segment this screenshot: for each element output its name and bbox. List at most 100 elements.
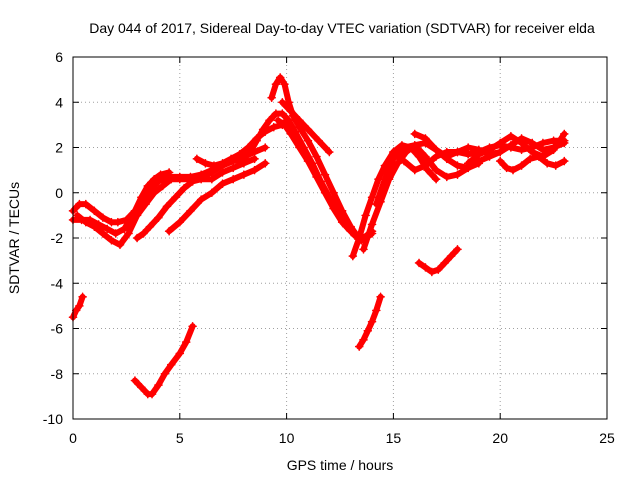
data-point xyxy=(446,251,456,261)
data-point xyxy=(192,154,202,164)
data-point xyxy=(111,229,121,238)
x-tick-label: 20 xyxy=(492,430,508,446)
data-point xyxy=(527,138,537,148)
data-point xyxy=(137,383,146,392)
x-tick-label: 15 xyxy=(386,430,402,446)
data-point xyxy=(337,217,347,227)
data-point xyxy=(502,163,511,173)
data-point xyxy=(303,156,313,166)
data-point xyxy=(320,170,330,179)
data-point xyxy=(218,159,227,168)
data-point xyxy=(329,188,338,198)
data-point xyxy=(154,380,163,390)
y-tick-label: 2 xyxy=(55,140,63,156)
data-point xyxy=(421,152,430,161)
data-point xyxy=(421,161,430,170)
data-point xyxy=(175,174,185,184)
data-point xyxy=(538,145,548,155)
data-point xyxy=(158,181,168,191)
x-tick-label: 0 xyxy=(69,430,77,446)
data-point xyxy=(346,226,355,236)
data-point xyxy=(72,211,82,220)
data-point xyxy=(207,174,217,184)
data-point xyxy=(442,172,452,182)
data-point xyxy=(549,136,558,146)
data-point xyxy=(453,245,462,254)
data-point xyxy=(75,301,84,311)
data-point xyxy=(166,174,176,184)
data-point xyxy=(260,143,270,152)
data-point xyxy=(239,170,249,179)
data-point xyxy=(164,226,174,236)
x-tick-label: 10 xyxy=(279,430,295,446)
data-point xyxy=(196,174,206,184)
data-point xyxy=(196,195,206,204)
data-point xyxy=(78,292,87,302)
data-point xyxy=(295,116,304,125)
series-arc-5 xyxy=(164,159,270,236)
series-arc-20 xyxy=(354,292,385,351)
data-point xyxy=(431,152,441,161)
data-point xyxy=(250,165,259,175)
data-point xyxy=(154,177,163,186)
data-point xyxy=(130,376,140,385)
data-point xyxy=(314,136,323,146)
data-point xyxy=(286,107,296,116)
data-point xyxy=(175,217,185,227)
data-point xyxy=(175,349,185,358)
data-point xyxy=(359,245,368,254)
data-point xyxy=(171,192,180,202)
data-point xyxy=(542,159,552,168)
data-point xyxy=(280,79,289,89)
y-tick-label: -6 xyxy=(51,321,64,337)
data-point xyxy=(267,93,276,103)
data-point xyxy=(474,149,484,159)
data-point xyxy=(149,188,159,198)
data-point xyxy=(102,224,112,234)
data-point xyxy=(162,202,172,211)
y-tick-labels: -10 -8 -6 -4 -2 0 2 4 6 xyxy=(43,49,63,427)
data-point xyxy=(271,79,281,89)
data-point xyxy=(517,145,526,155)
x-tick-label: 25 xyxy=(599,430,615,446)
data-point xyxy=(119,224,129,234)
data-point xyxy=(495,147,505,157)
data-point xyxy=(380,174,390,184)
data-point xyxy=(442,152,452,161)
data-point xyxy=(154,213,163,222)
data-point xyxy=(427,267,437,277)
data-point xyxy=(218,179,227,188)
data-point xyxy=(421,134,430,143)
data-point xyxy=(273,116,283,125)
data-point xyxy=(239,154,249,164)
data-point xyxy=(207,188,217,198)
data-point xyxy=(278,109,287,118)
data-point xyxy=(354,233,364,243)
data-point xyxy=(265,116,274,125)
data-point xyxy=(361,211,370,220)
data-point xyxy=(559,129,569,139)
data-point xyxy=(485,145,494,155)
data-point xyxy=(474,156,484,166)
data-point xyxy=(269,122,279,132)
data-point xyxy=(188,177,197,186)
series-trace xyxy=(131,323,196,398)
data-point xyxy=(525,154,535,164)
data-point xyxy=(551,161,561,170)
data-point xyxy=(71,306,81,315)
series-trace xyxy=(166,160,269,235)
data-point xyxy=(431,174,441,184)
data-point xyxy=(549,145,558,155)
data-point xyxy=(141,199,150,209)
data-point xyxy=(495,138,505,148)
data-point xyxy=(463,149,473,159)
y-tick-label: 4 xyxy=(55,94,63,110)
data-point xyxy=(329,204,338,213)
data-point xyxy=(431,165,441,175)
data-point xyxy=(81,217,91,227)
data-point xyxy=(245,147,255,157)
data-point xyxy=(228,163,238,173)
data-point xyxy=(393,159,402,168)
